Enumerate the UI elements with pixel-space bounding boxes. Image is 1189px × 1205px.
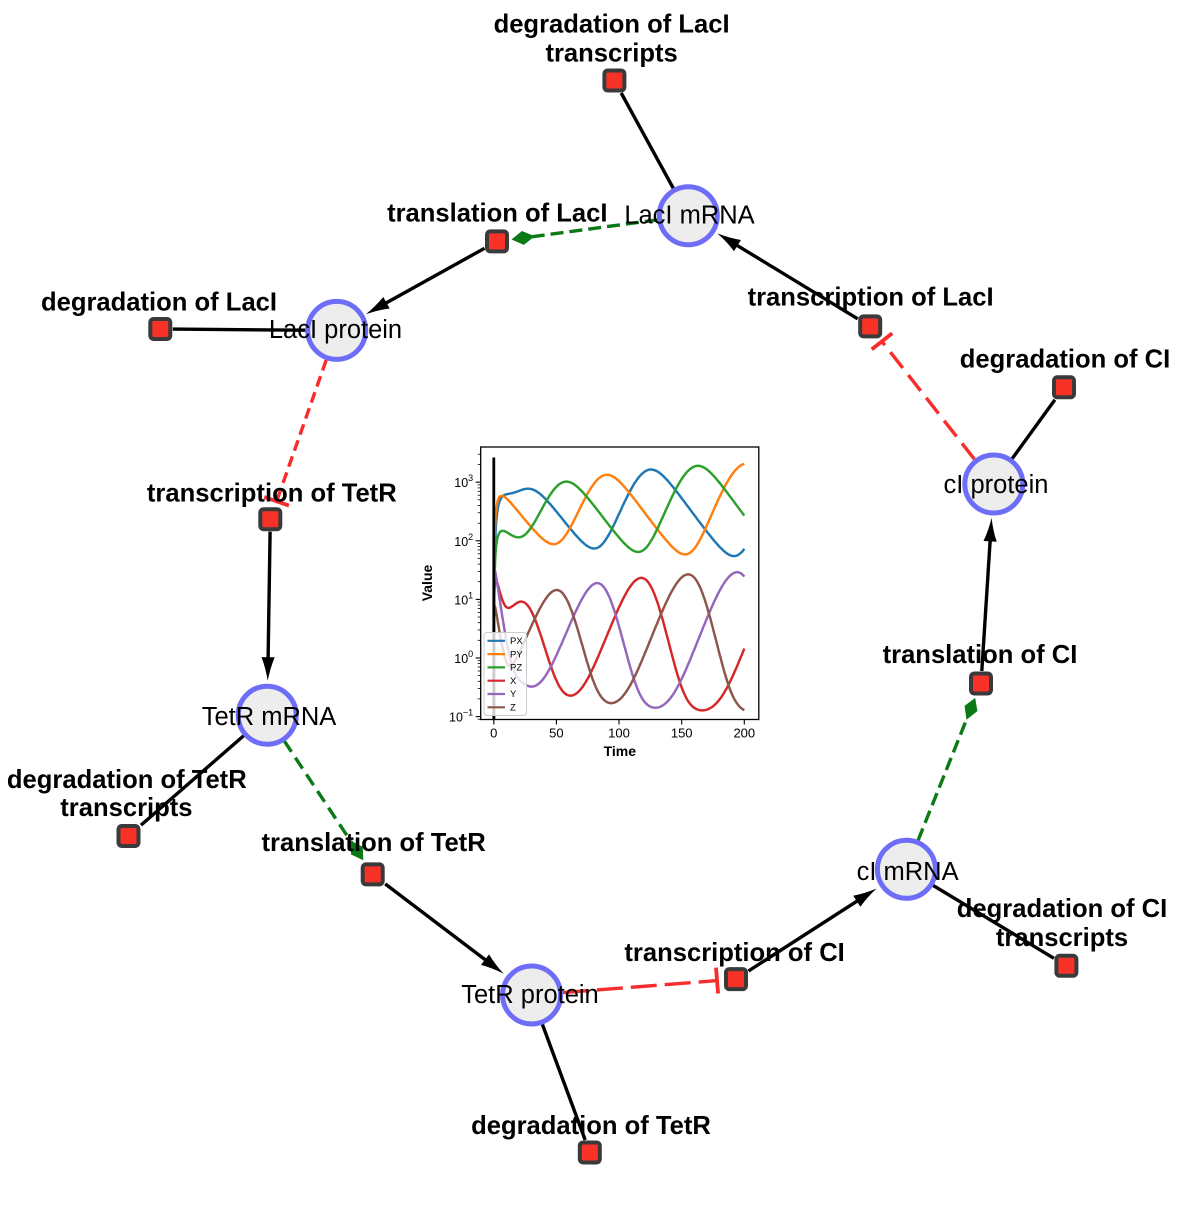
svg-text:degradation of TetR: degradation of TetR (7, 766, 247, 794)
svg-text:cI mRNA: cI mRNA (857, 858, 959, 886)
svg-text:100: 100 (608, 726, 630, 741)
svg-text:degradation of LacI: degradation of LacI (41, 289, 277, 317)
svg-text:150: 150 (671, 726, 693, 741)
svg-text:X: X (510, 676, 517, 687)
svg-text:PY: PY (510, 649, 523, 660)
svg-text:translation of CI: translation of CI (883, 641, 1078, 669)
svg-text:TetR protein: TetR protein (461, 981, 599, 1009)
svg-text:cI protein: cI protein (944, 471, 1049, 499)
svg-text:Y: Y (510, 689, 517, 700)
svg-text:transcripts: transcripts (60, 794, 192, 822)
svg-text:TetR mRNA: TetR mRNA (202, 703, 337, 731)
svg-text:PX: PX (510, 636, 523, 647)
svg-text:degradation of TetR: degradation of TetR (471, 1112, 711, 1140)
svg-text:0: 0 (490, 726, 497, 741)
svg-text:degradation of CI: degradation of CI (957, 895, 1167, 923)
svg-text:transcripts: transcripts (996, 924, 1128, 952)
svg-text:Z: Z (510, 703, 516, 714)
svg-text:degradation of LacI: degradation of LacI (494, 11, 730, 39)
svg-text:translation of LacI: translation of LacI (387, 199, 607, 227)
svg-text:translation of TetR: translation of TetR (262, 829, 486, 857)
svg-text:200: 200 (733, 726, 755, 741)
svg-text:Time: Time (604, 743, 637, 759)
svg-text:transcription of TetR: transcription of TetR (147, 480, 397, 508)
svg-text:Value: Value (419, 565, 435, 602)
svg-text:transcription of LacI: transcription of LacI (748, 283, 994, 311)
svg-text:LacI mRNA: LacI mRNA (624, 201, 754, 229)
svg-text:50: 50 (549, 726, 563, 741)
svg-text:PZ: PZ (510, 663, 522, 674)
svg-text:LacI protein: LacI protein (269, 316, 402, 344)
svg-text:transcription of CI: transcription of CI (624, 939, 844, 967)
svg-text:degradation of CI: degradation of CI (960, 346, 1170, 374)
svg-text:transcripts: transcripts (545, 40, 677, 68)
